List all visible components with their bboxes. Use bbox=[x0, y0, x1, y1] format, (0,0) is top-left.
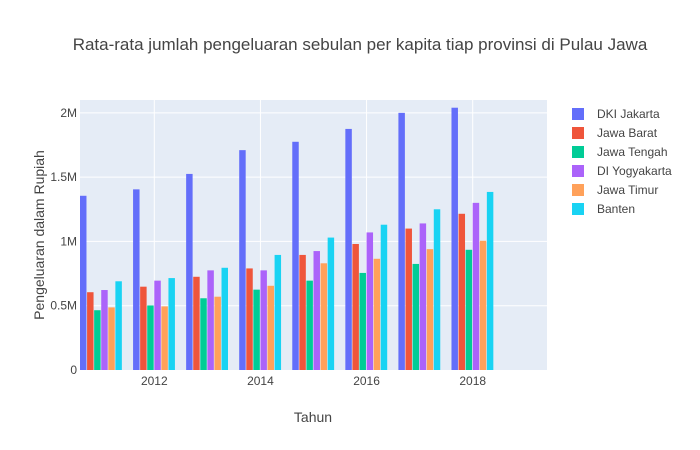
bar[interactable] bbox=[313, 251, 320, 370]
bar[interactable] bbox=[366, 232, 374, 370]
bar[interactable] bbox=[405, 228, 412, 370]
bar[interactable] bbox=[451, 107, 458, 370]
bar[interactable] bbox=[352, 244, 359, 370]
bar[interactable] bbox=[200, 298, 207, 370]
legend-item[interactable]: Jawa Barat bbox=[572, 126, 658, 140]
bar[interactable] bbox=[186, 173, 193, 370]
bar[interactable] bbox=[115, 281, 122, 370]
y-tick-label: 1M bbox=[60, 234, 77, 248]
legend-item[interactable]: Banten bbox=[572, 202, 635, 216]
bar[interactable] bbox=[292, 141, 299, 370]
bar[interactable] bbox=[108, 307, 115, 370]
bar[interactable] bbox=[380, 224, 388, 370]
bar[interactable] bbox=[306, 280, 313, 370]
bar[interactable] bbox=[320, 263, 328, 370]
legend-swatch bbox=[572, 203, 584, 215]
bar[interactable] bbox=[154, 280, 161, 370]
y-tick-label: 0.5M bbox=[50, 299, 77, 313]
bar[interactable] bbox=[465, 249, 473, 370]
legend-label: DI Yogyakarta bbox=[597, 164, 672, 178]
x-axis-ticks: 2012 2014 2016 2018 bbox=[141, 374, 486, 388]
bar[interactable] bbox=[193, 276, 200, 370]
y-axis-title: Pengeluaran dalam Rupiah bbox=[31, 150, 47, 320]
legend-label: Jawa Timur bbox=[597, 183, 658, 197]
bar[interactable] bbox=[80, 195, 87, 370]
legend-swatch bbox=[572, 165, 584, 177]
bar[interactable] bbox=[253, 289, 260, 370]
legend-label: DKI Jakarta bbox=[597, 107, 660, 121]
bar[interactable] bbox=[94, 310, 101, 370]
bar[interactable] bbox=[133, 189, 140, 370]
legend-item[interactable]: Jawa Tengah bbox=[572, 145, 668, 159]
legend-swatch bbox=[572, 127, 584, 139]
bar[interactable] bbox=[412, 263, 420, 370]
legend-item[interactable]: DKI Jakarta bbox=[572, 107, 660, 121]
x-tick-label: 2018 bbox=[459, 374, 486, 388]
bars bbox=[80, 107, 494, 370]
x-tick-label: 2014 bbox=[247, 374, 274, 388]
bar[interactable] bbox=[458, 213, 466, 370]
bar[interactable] bbox=[161, 306, 168, 370]
chart-title: Rata-rata jumlah pengeluaran sebulan per… bbox=[73, 35, 648, 54]
bar[interactable] bbox=[246, 268, 253, 370]
bar[interactable] bbox=[168, 278, 175, 370]
legend[interactable]: DKI Jakarta Jawa Barat Jawa Tengah DI Yogya… bbox=[572, 107, 672, 216]
legend-swatch bbox=[572, 184, 584, 196]
legend-label: Banten bbox=[597, 202, 635, 216]
bar[interactable] bbox=[87, 292, 94, 370]
legend-label: Jawa Barat bbox=[597, 126, 658, 140]
bar[interactable] bbox=[207, 270, 214, 370]
bar[interactable] bbox=[433, 209, 441, 370]
bar[interactable] bbox=[359, 272, 366, 370]
bar[interactable] bbox=[345, 128, 352, 370]
bar[interactable] bbox=[479, 240, 487, 370]
bar[interactable] bbox=[419, 223, 427, 370]
legend-swatch bbox=[572, 146, 584, 158]
y-tick-label: 0 bbox=[70, 363, 77, 377]
x-tick-label: 2016 bbox=[353, 374, 380, 388]
legend-item[interactable]: DI Yogyakarta bbox=[572, 164, 672, 178]
bar[interactable] bbox=[147, 305, 154, 370]
bar[interactable] bbox=[327, 237, 335, 370]
bar[interactable] bbox=[140, 286, 147, 370]
legend-label: Jawa Tengah bbox=[597, 145, 668, 159]
bar[interactable] bbox=[221, 267, 228, 370]
legend-swatch bbox=[572, 108, 584, 120]
bar[interactable] bbox=[214, 296, 221, 370]
bar[interactable] bbox=[373, 258, 381, 370]
legend-item[interactable]: Jawa Timur bbox=[572, 183, 658, 197]
bar[interactable] bbox=[239, 150, 246, 370]
y-tick-label: 1.5M bbox=[50, 170, 77, 184]
bar[interactable] bbox=[299, 254, 306, 370]
bar[interactable] bbox=[472, 202, 480, 370]
bar[interactable] bbox=[398, 112, 405, 370]
y-tick-label: 2M bbox=[60, 106, 77, 120]
bar[interactable] bbox=[274, 254, 282, 370]
x-axis-title: Tahun bbox=[294, 409, 332, 425]
bar[interactable] bbox=[426, 249, 434, 370]
y-axis-ticks: 0 0.5M 1M 1.5M 2M bbox=[50, 106, 77, 377]
bar[interactable] bbox=[260, 270, 267, 370]
bar[interactable] bbox=[486, 191, 494, 370]
bar[interactable] bbox=[101, 290, 108, 370]
x-tick-label: 2012 bbox=[141, 374, 168, 388]
bar[interactable] bbox=[267, 285, 274, 370]
